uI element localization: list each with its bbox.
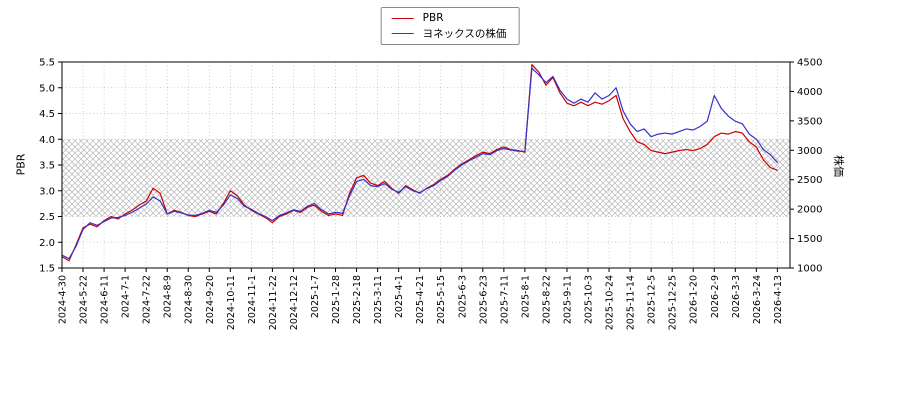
- right-tick-label: 1000: [797, 264, 822, 275]
- right-axis-title: 株価: [832, 155, 845, 177]
- legend-item-pbr: PBR: [391, 12, 507, 24]
- left-tick-label: 4.5: [39, 109, 55, 120]
- x-tick-label: 2026-2-9: [710, 275, 721, 318]
- x-tick-label: 2024-8-30: [184, 275, 195, 324]
- left-tick-label: 5.0: [39, 83, 55, 94]
- x-tick-label: 2026-1-20: [689, 275, 700, 324]
- x-tick-label: 2024-9-20: [205, 275, 216, 324]
- x-tick-label: 2025-12-5: [647, 275, 658, 324]
- x-tick-label: 2025-3-11: [373, 275, 384, 324]
- x-tick-label: 2025-8-22: [541, 275, 552, 324]
- left-axis-title: PBR: [14, 153, 28, 176]
- right-tick-label: 4500: [797, 58, 822, 69]
- x-tick-label: 2026-3-3: [731, 275, 742, 318]
- right-tick-label: 2000: [797, 205, 822, 216]
- left-tick-label: 2.0: [39, 238, 55, 249]
- right-tick-label: 2500: [797, 175, 822, 186]
- x-tick-label: 2025-2-18: [352, 275, 363, 324]
- x-tick-label: 2025-1-7: [310, 275, 321, 318]
- x-tick-label: 2024-7-1: [121, 275, 132, 318]
- chart-legend: PBR ヨネックスの株価: [380, 7, 520, 45]
- hatched-band: [62, 139, 790, 217]
- right-tick-label: 4000: [797, 87, 822, 98]
- x-tick-label: 2025-4-1: [394, 275, 405, 318]
- x-tick-label: 2025-6-3: [457, 275, 468, 318]
- axis-ticks: [58, 61, 794, 272]
- x-tick-label: 2025-12-25: [668, 275, 679, 330]
- x-tick-label: 2025-10-3: [584, 275, 595, 324]
- left-tick-label: 3.5: [39, 161, 55, 172]
- stock-price-line: [61, 67, 778, 260]
- x-tick-label: 2025-4-21: [415, 275, 426, 324]
- axis-tick-labels: 1.5 2.0 2.5 3.0 3.5 4.0 4.5 5.0 5.5 1000 1500 2000 2…: [39, 58, 822, 331]
- x-tick-label: 2024-12-12: [289, 275, 300, 330]
- x-tick-label: 2026-3-24: [752, 275, 763, 324]
- x-tick-label: 2025-1-28: [331, 275, 342, 324]
- legend-label-pbr: PBR: [422, 12, 444, 24]
- left-tick-label: 4.0: [39, 135, 55, 146]
- x-tick-label: 2026-4-13: [773, 275, 784, 324]
- left-tick-label: 1.5: [39, 264, 55, 275]
- x-tick-label: 2025-6-23: [478, 275, 489, 324]
- x-tick-label: 2024-8-9: [163, 275, 174, 318]
- x-tick-label: 2024-6-11: [100, 275, 111, 324]
- x-tick-label: 2025-8-1: [520, 275, 531, 318]
- x-tick-label: 2024-11-22: [268, 275, 279, 330]
- legend-item-stock-price: ヨネックスの株価: [391, 27, 507, 40]
- legend-label-stock-price: ヨネックスの株価: [422, 27, 507, 40]
- x-tick-label: 2024-4-30: [58, 275, 69, 324]
- x-tick-label: 2024-10-11: [226, 275, 237, 330]
- x-tick-label: 2025-9-11: [562, 275, 573, 324]
- x-tick-label: 2024-11-1: [247, 275, 258, 324]
- left-tick-label: 3.0: [39, 186, 55, 197]
- stock-price-line-swatch: [391, 33, 414, 35]
- left-tick-label: 5.5: [39, 58, 55, 69]
- right-tick-label: 3000: [797, 146, 822, 157]
- x-tick-label: 2025-5-15: [436, 275, 447, 324]
- x-tick-label: 2025-11-14: [626, 275, 637, 330]
- pbr-line-swatch: [391, 17, 414, 19]
- right-tick-label: 1500: [797, 234, 822, 245]
- left-tick-label: 2.5: [39, 212, 55, 223]
- x-tick-label: 2025-10-24: [605, 275, 616, 330]
- x-tick-label: 2025-7-11: [499, 275, 510, 324]
- right-tick-label: 3500: [797, 116, 822, 127]
- x-tick-label: 2024-7-22: [142, 275, 153, 324]
- x-tick-label: 2024-5-22: [79, 275, 90, 324]
